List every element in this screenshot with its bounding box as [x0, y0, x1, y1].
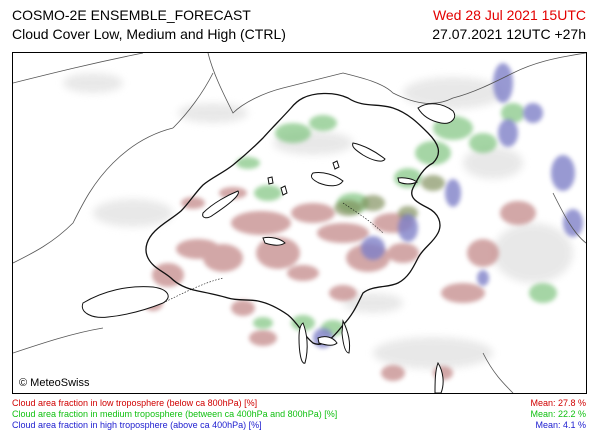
- lakes: [81, 103, 456, 393]
- map-canvas: [13, 53, 586, 393]
- lake-lucerne: [310, 172, 344, 187]
- rivers: [162, 202, 384, 304]
- copyright-label: © MeteoSwiss: [19, 377, 90, 389]
- low-cloud-layer: [143, 187, 536, 381]
- lake-geneva: [81, 286, 169, 318]
- mean-low: Mean: 27.8 %: [530, 398, 586, 408]
- title-block: COSMO-2E ENSEMBLE_FORECAST Cloud Cover L…: [12, 6, 286, 44]
- lake-maggiore: [298, 322, 308, 364]
- run-time: 27.07.2021 12UTC +27h: [432, 26, 586, 42]
- lake-small-2: [332, 160, 340, 170]
- valid-time: Wed 28 Jul 2021 15UTC: [432, 7, 586, 23]
- forecast-map: © MeteoSwiss: [12, 52, 587, 394]
- product-title: COSMO-2E ENSEMBLE_FORECAST: [12, 7, 251, 23]
- lake-thun: [262, 236, 286, 246]
- lake-small-3: [267, 176, 274, 185]
- legend-low: Cloud area fraction in low troposphere (…: [12, 398, 258, 408]
- lake-lugano: [317, 336, 338, 346]
- country-borders: [13, 53, 586, 393]
- product-subtitle: Cloud Cover Low, Medium and High (CTRL): [12, 26, 286, 42]
- legend-medium: Cloud area fraction in medium tropospher…: [12, 409, 338, 419]
- lake-neuchatel: [202, 190, 239, 219]
- mean-high: Mean: 4.1 %: [535, 420, 586, 430]
- mean-medium: Mean: 22.2 %: [530, 409, 586, 419]
- lake-zurich: [352, 142, 386, 162]
- lake-walen: [397, 177, 418, 185]
- legend-high: Cloud area fraction in high troposphere …: [12, 420, 262, 430]
- thin-cloud-layer: [63, 73, 573, 369]
- lake-small-1: [280, 185, 288, 196]
- lake-garda: [434, 361, 444, 393]
- lake-como: [341, 319, 350, 354]
- legend: Cloud area fraction in low troposphere (…: [12, 398, 337, 431]
- time-block: Wed 28 Jul 2021 15UTC 27.07.2021 12UTC +…: [432, 6, 586, 44]
- means-block: Mean: 27.8 % Mean: 22.2 % Mean: 4.1 %: [530, 398, 586, 431]
- lake-constance: [417, 103, 456, 124]
- high-cloud-layer: [313, 63, 583, 348]
